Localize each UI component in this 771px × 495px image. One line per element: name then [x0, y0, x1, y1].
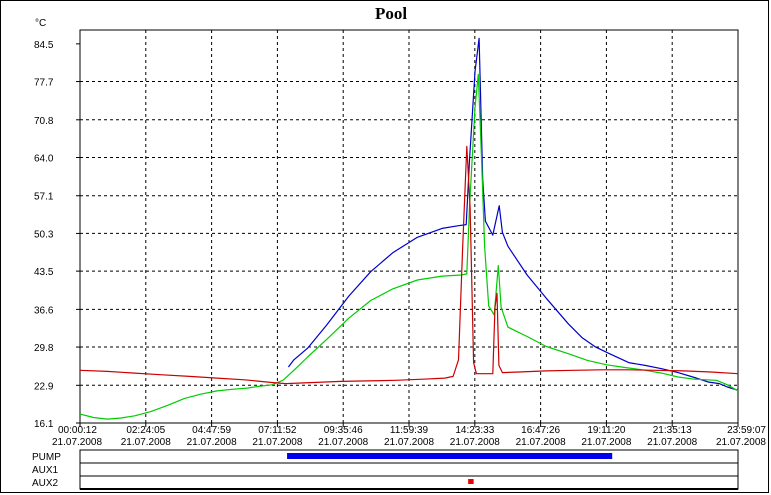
y-tick-label: 29.8	[34, 343, 54, 354]
x-tick-date: 21.07.2008	[516, 437, 566, 448]
y-tick-label: 70.8	[34, 116, 54, 127]
x-tick-date: 21.07.2008	[384, 437, 434, 448]
status-label-aux1: AUX1	[32, 465, 59, 476]
x-tick-date: 21.07.2008	[450, 437, 500, 448]
x-tick-date: 21.07.2008	[647, 437, 697, 448]
y-tick-label: 50.3	[34, 229, 54, 240]
y-unit-label: °C	[35, 18, 46, 29]
grid	[80, 30, 738, 423]
y-tick-label: 16.1	[34, 419, 54, 430]
y-tick-label: 64.0	[34, 153, 54, 164]
x-tick-date: 21.07.2008	[318, 437, 368, 448]
status-bar-pump	[287, 453, 613, 459]
series-line-3	[79, 145, 739, 385]
x-tick-time: 00:00:12	[58, 425, 97, 436]
y-axis: 84.5 77.7 70.8 64.0 57.1 50.3 43.5 36.6 29.8 22.9…	[34, 40, 80, 430]
series-line-1	[287, 37, 739, 391]
x-tick-date: 21.07.2008	[52, 437, 102, 448]
x-tick-date: 21.07.2008	[121, 437, 171, 448]
y-tick-label: 22.9	[34, 381, 54, 392]
x-tick-date: 21.07.2008	[252, 437, 302, 448]
x-tick-date: 21.07.2008	[716, 437, 766, 448]
x-tick-time: 11:59:39	[390, 425, 429, 436]
x-tick-time: 19:11:20	[587, 425, 626, 436]
x-tick-time: 14:23:33	[455, 425, 494, 436]
y-tick-label: 36.6	[34, 305, 54, 316]
y-tick-label: 84.5	[34, 40, 54, 51]
y-tick-label: 57.1	[34, 192, 54, 203]
chart-title: Pool	[375, 4, 407, 23]
y-tick-label: 77.7	[34, 78, 54, 89]
x-tick-time: 23:59:07	[727, 425, 766, 436]
x-tick-time: 04:47:59	[192, 425, 231, 436]
series-line-2	[79, 73, 739, 420]
status-bar-aux2	[468, 479, 474, 484]
y-tick-label: 43.5	[34, 267, 54, 278]
x-axis: 00:00:1221.07.200802:24:0521.07.200804:4…	[52, 423, 766, 448]
status-label-pump: PUMP	[32, 452, 61, 463]
status-panel: PUMP AUX1 AUX2	[32, 449, 739, 490]
x-tick-date: 21.07.2008	[187, 437, 237, 448]
x-tick-time: 07:11:52	[258, 425, 297, 436]
x-tick-time: 21:35:13	[653, 425, 692, 436]
x-tick-date: 21.07.2008	[581, 437, 631, 448]
status-label-aux2: AUX2	[32, 478, 59, 489]
x-tick-time: 02:24:05	[126, 425, 165, 436]
x-tick-time: 09:35:46	[324, 425, 363, 436]
x-tick-time: 16:47:26	[521, 425, 560, 436]
series-layer	[79, 37, 739, 420]
